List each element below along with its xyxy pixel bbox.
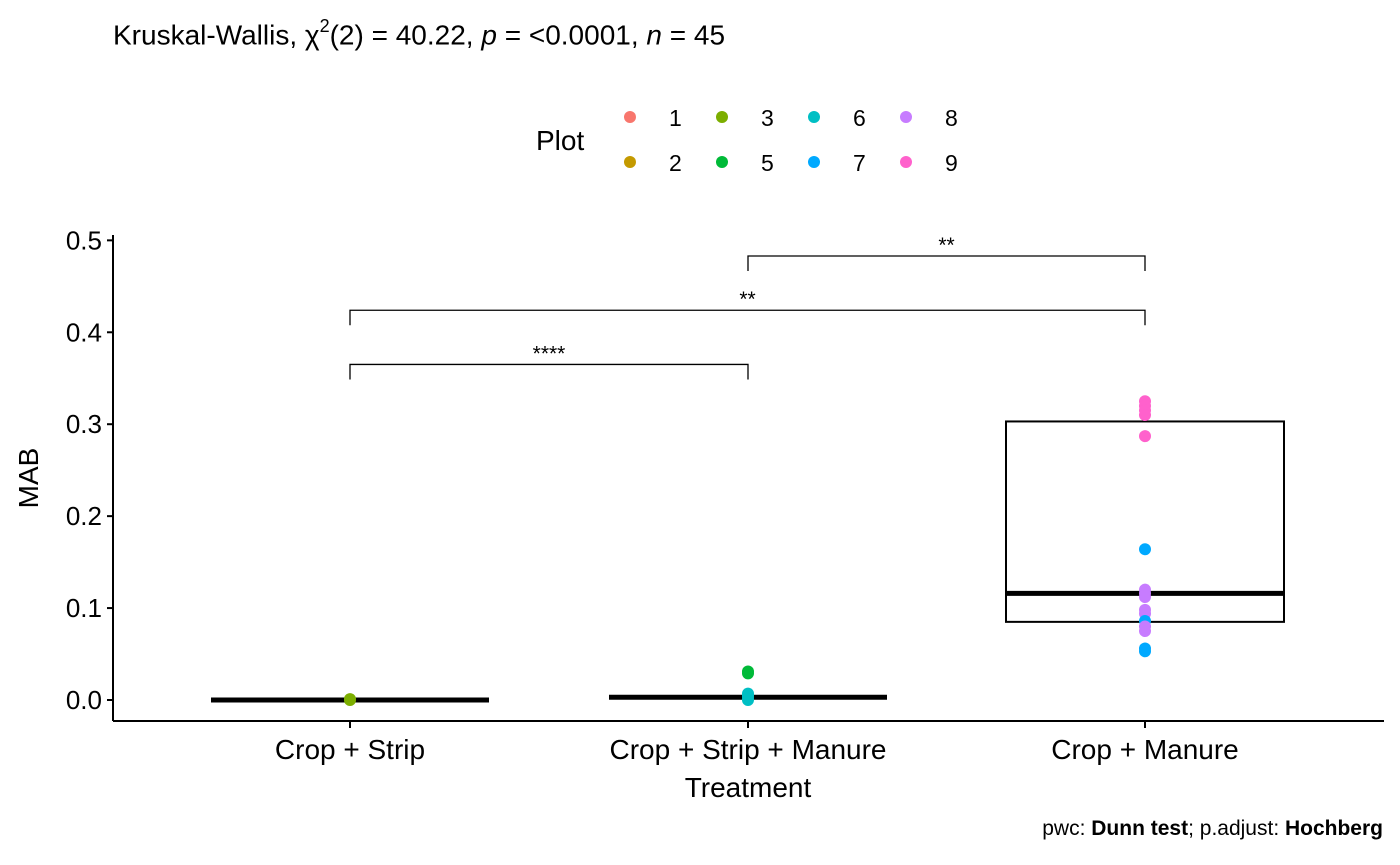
y-tick-label: 0.2 — [66, 501, 102, 531]
df-statistic: (2) = 40.22, — [329, 19, 482, 51]
caption-pwc-value: Dunn test — [1091, 817, 1189, 840]
legend-key — [624, 156, 636, 168]
data-point — [1139, 409, 1151, 422]
legend-key — [716, 111, 728, 123]
test-name: Kruskal-Wallis, — [113, 19, 305, 51]
x-axis-title: Treatment — [685, 772, 812, 803]
legend-key — [808, 111, 820, 123]
data-point — [742, 687, 754, 700]
significance-bracket — [747, 255, 1146, 271]
significance-label: **** — [533, 342, 566, 365]
y-tick-label: 0.0 — [66, 685, 102, 715]
legend-key — [624, 111, 636, 123]
legend-label: 9 — [945, 150, 958, 176]
legend-label: 5 — [761, 150, 774, 176]
y-axis-title: MAB — [13, 448, 44, 509]
x-tick-label: Crop + Strip + Manure — [609, 734, 886, 765]
significance-label: ** — [938, 234, 954, 257]
data-point — [1139, 645, 1151, 658]
significance-label: ** — [739, 288, 755, 311]
significance-bracket — [349, 363, 749, 380]
n-symbol: n — [646, 19, 662, 51]
legend-title: Plot — [536, 125, 584, 156]
p-value: = <0.0001, — [496, 19, 647, 51]
legend-label: 3 — [761, 105, 774, 131]
legend-key — [716, 156, 728, 168]
data-point — [1139, 543, 1151, 556]
y-tick-label: 0.1 — [66, 593, 102, 623]
y-tick-label: 0.5 — [66, 225, 102, 255]
data-point — [1139, 591, 1151, 604]
chart-caption: pwc: Dunn test; p.adjust: Hochberg — [1042, 817, 1383, 841]
chart-subtitle: Kruskal-Wallis, χ2(2) = 40.22, p = <0.00… — [113, 16, 726, 51]
y-tick-label: 0.3 — [66, 409, 102, 439]
legend-label: 2 — [669, 150, 682, 176]
caption-separator: ; p.adjust: — [1188, 817, 1285, 840]
n-value: = 45 — [661, 19, 726, 51]
legend-key — [900, 156, 912, 168]
data-point — [1139, 430, 1151, 443]
chi-superscript: 2 — [319, 16, 330, 36]
data-point — [344, 693, 356, 706]
significance-bracket — [349, 309, 1146, 326]
legend-key — [900, 111, 912, 123]
p-symbol: p — [481, 19, 497, 51]
caption-adjust-value: Hochberg — [1284, 817, 1383, 840]
legend-label: 7 — [853, 150, 866, 176]
y-tick-label: 0.4 — [66, 317, 102, 347]
x-tick-label: Crop + Strip — [275, 734, 425, 765]
x-tick-label: Crop + Manure — [1051, 734, 1239, 765]
legend-label: 1 — [669, 105, 682, 131]
caption-pwc-label: pwc: — [1042, 817, 1092, 840]
legend-label: 6 — [853, 105, 866, 131]
chi-symbol: χ — [304, 19, 320, 51]
data-point — [1139, 625, 1151, 638]
legend-key — [808, 156, 820, 168]
legend-label: 8 — [945, 105, 958, 131]
data-point — [742, 665, 754, 678]
